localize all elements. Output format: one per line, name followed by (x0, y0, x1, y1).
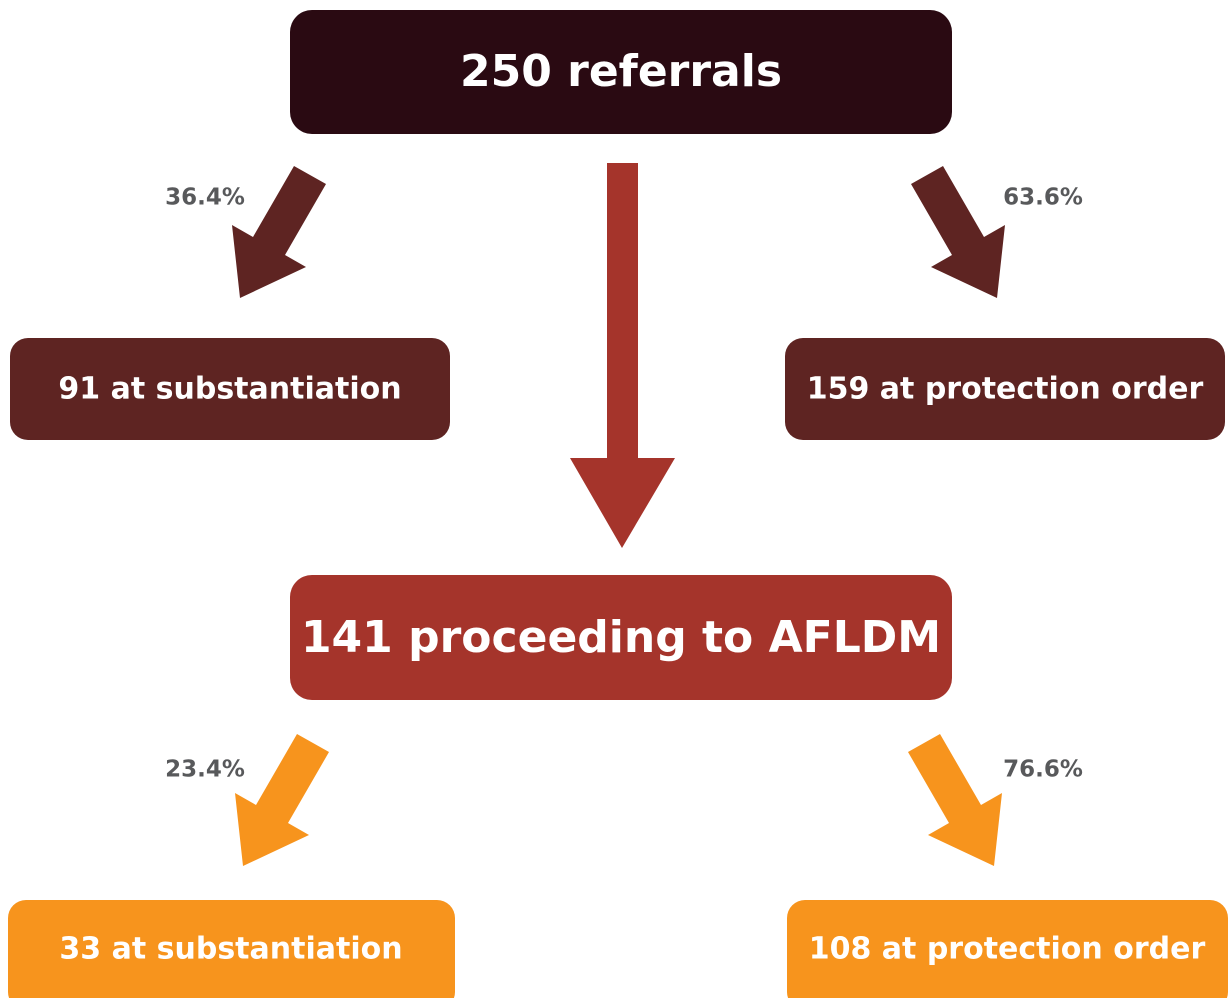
arrow (235, 734, 329, 866)
node-label: 250 referrals (460, 46, 782, 97)
edge-label: 63.6% (1003, 185, 1083, 211)
edge-label: 36.4% (165, 185, 245, 211)
node-box (8, 900, 455, 1002)
arrow (570, 163, 675, 548)
arrow (232, 166, 326, 298)
arrow (908, 734, 1002, 866)
node-label: 91 at substantiation (58, 372, 401, 407)
edge-label: 76.6% (1003, 757, 1083, 783)
node-label: 33 at substantiation (59, 932, 402, 967)
node-box (10, 338, 450, 440)
node-label: 141 proceeding to AFLDM (301, 612, 941, 663)
node-box (290, 10, 952, 134)
node-label: 108 at protection order (809, 932, 1206, 967)
node-box (787, 900, 1228, 1002)
arrow (911, 166, 1005, 298)
edge-label: 23.4% (165, 757, 245, 783)
node-box (785, 338, 1225, 440)
node-label: 159 at protection order (807, 372, 1204, 407)
node-box (290, 575, 952, 700)
